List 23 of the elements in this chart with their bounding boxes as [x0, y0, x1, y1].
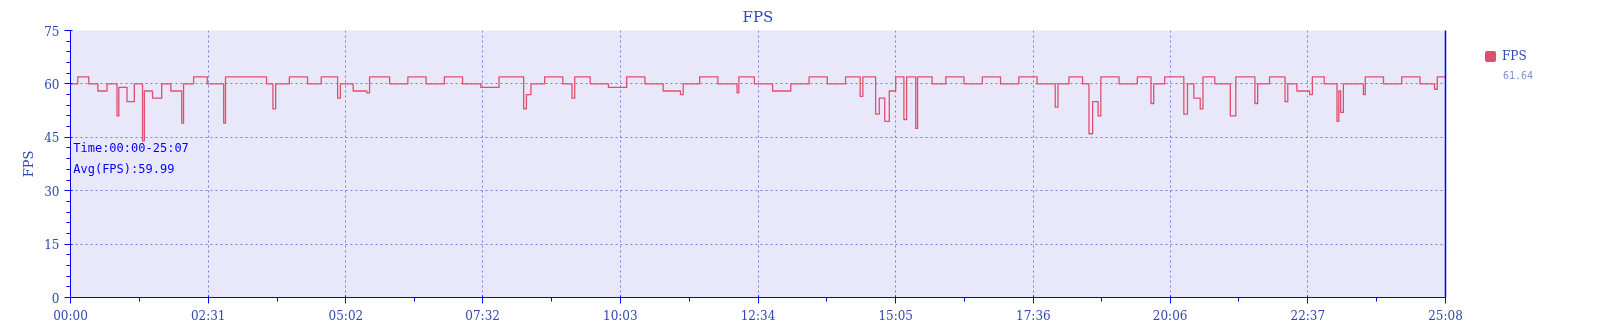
- legend-label: FPS: [1502, 48, 1527, 65]
- x-tick-label: 07:32: [465, 308, 500, 323]
- x-tick-label: 02:31: [190, 308, 226, 323]
- x-tick-label: 20:06: [1152, 308, 1188, 323]
- x-tick-label: 10:03: [603, 308, 638, 323]
- annotation: Avg(FPS):59.99: [73, 162, 175, 177]
- y-tick-label: 0: [51, 291, 60, 306]
- x-tick-label: 25:08: [1428, 308, 1463, 323]
- x-tick-label: 00:00: [53, 308, 88, 323]
- y-tick-label: 75: [44, 24, 60, 39]
- x-tick-label: 17:36: [1016, 308, 1051, 323]
- y-tick-label: 30: [44, 184, 60, 199]
- y-tick-label: 15: [44, 238, 60, 253]
- text: 61.64: [1503, 69, 1534, 84]
- y-tick-label: 45: [44, 131, 60, 146]
- y-tick-label: 60: [44, 77, 60, 92]
- x-tick-label: 12:34: [740, 308, 776, 323]
- chart-title: FPS: [742, 7, 774, 26]
- x-tick-label: 22:37: [1290, 308, 1326, 323]
- x-tick-label: 05:02: [328, 308, 364, 323]
- annotation: Time:00:00-25:07: [73, 141, 189, 156]
- x-tick-label: 15:05: [878, 308, 913, 323]
- y-axis-title: FPS: [21, 150, 37, 178]
